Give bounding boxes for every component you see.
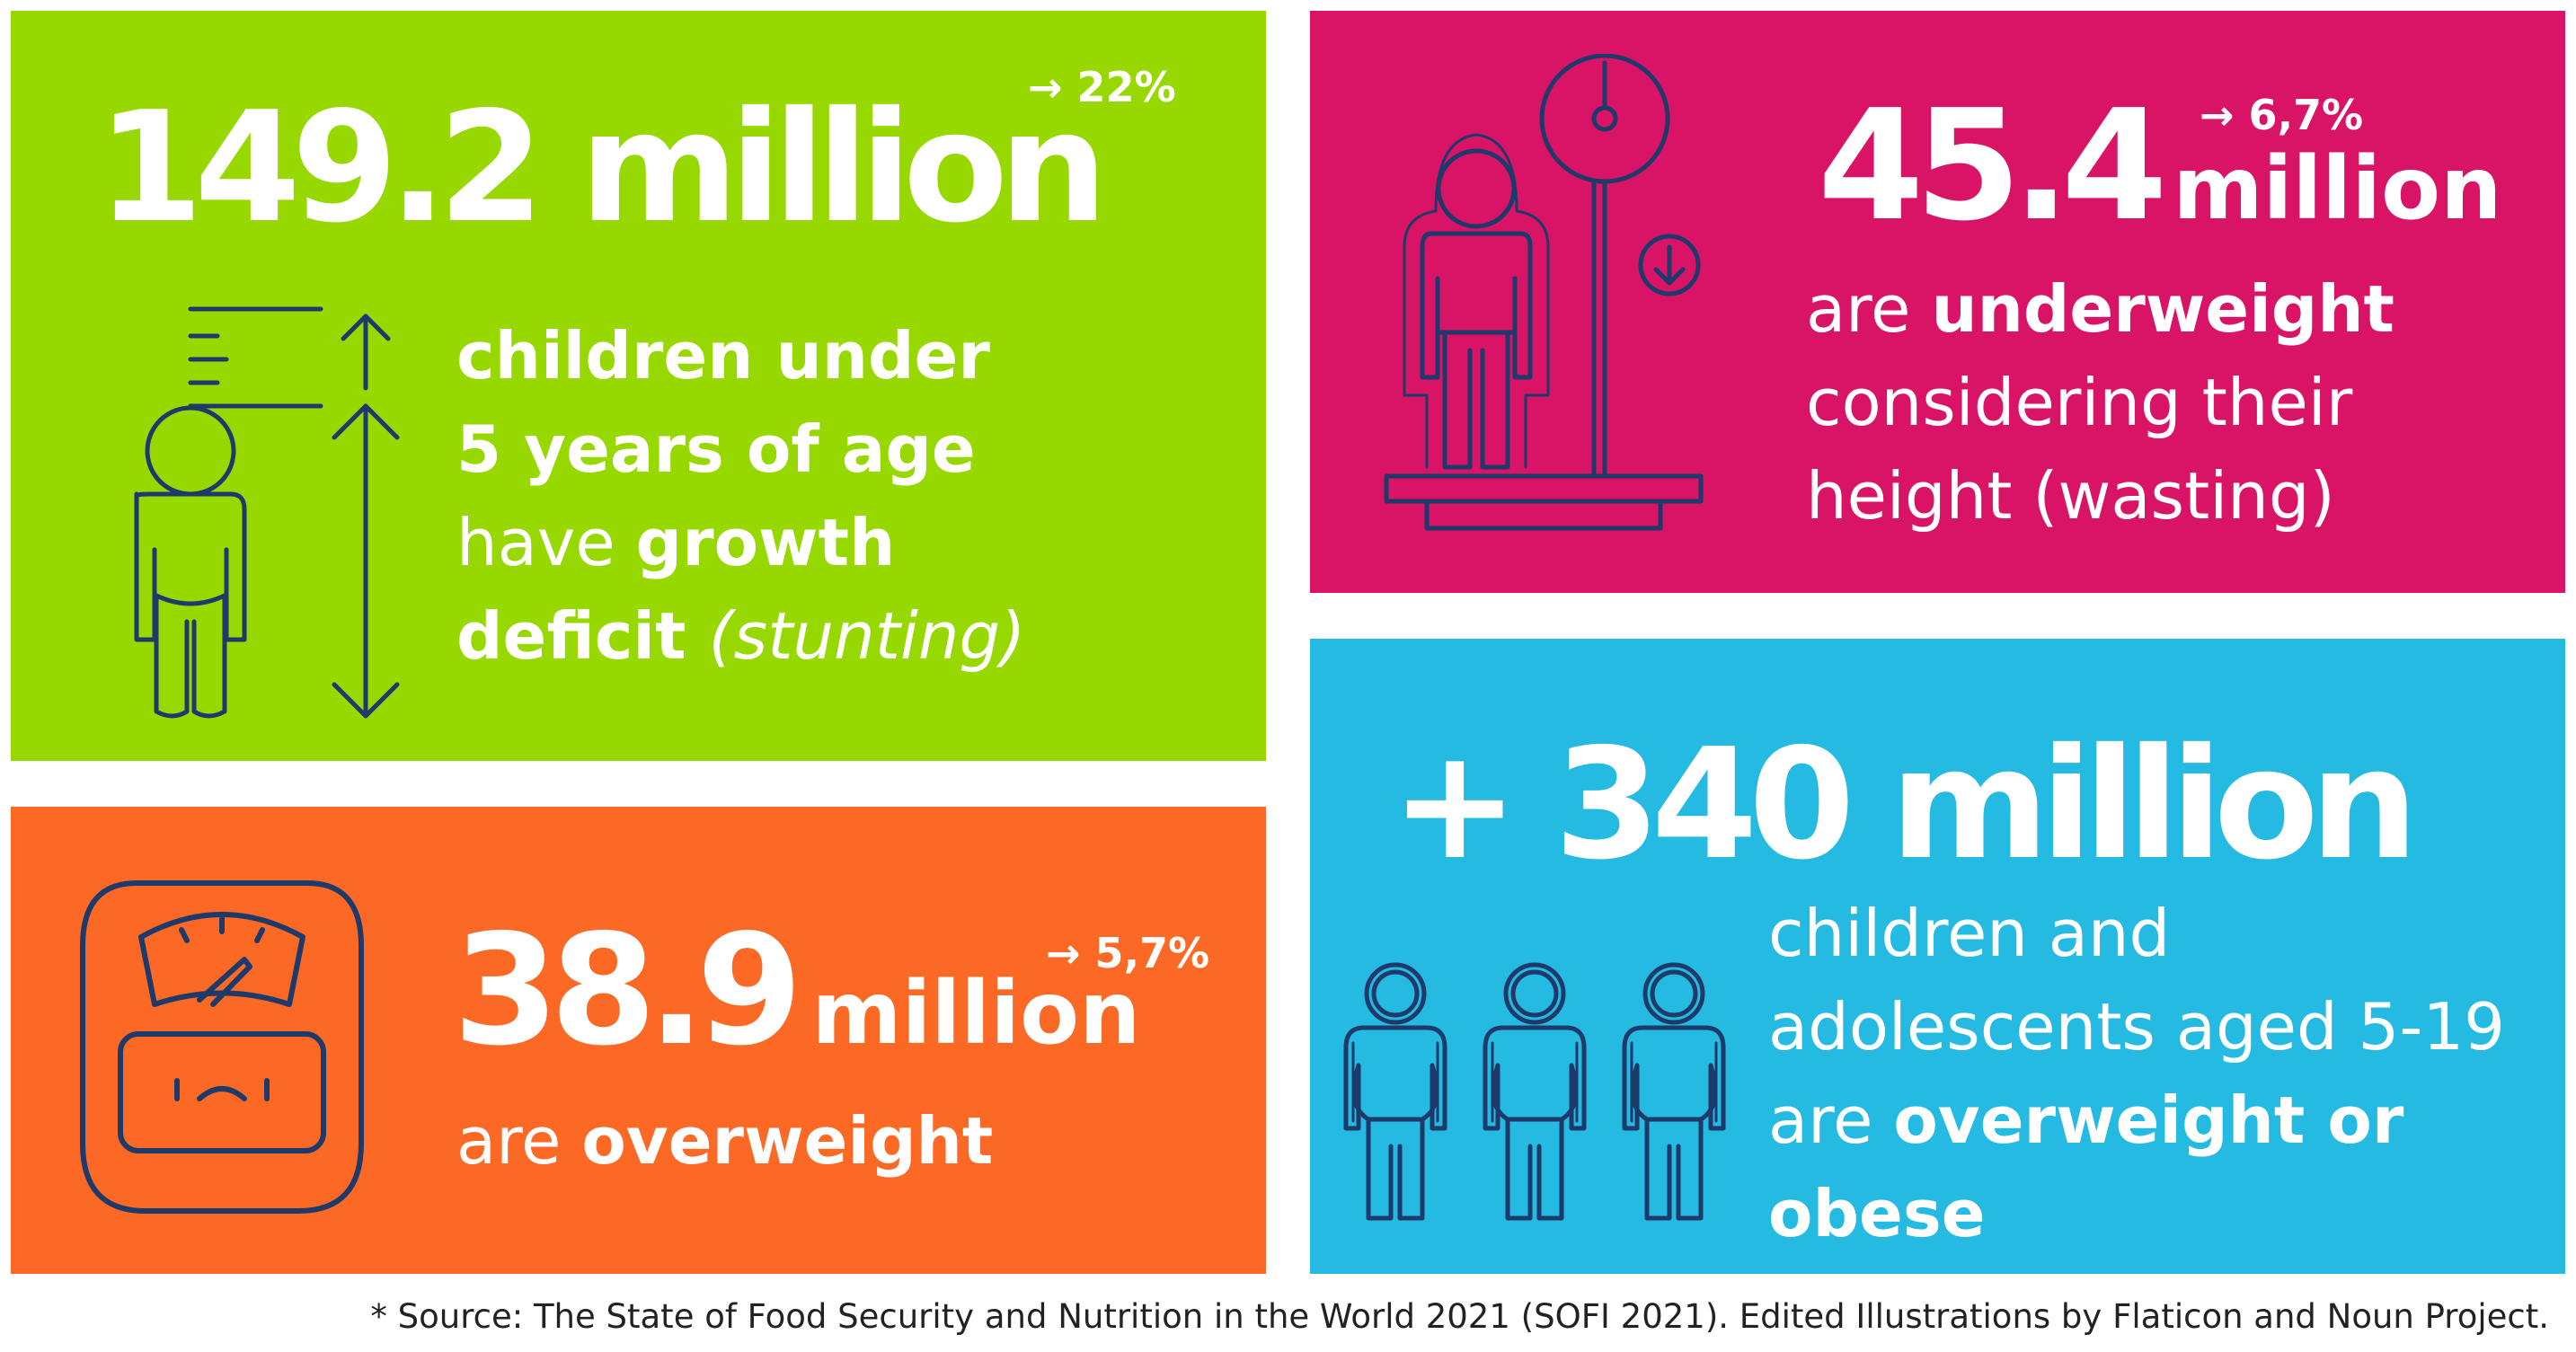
overweight-change: → 5,7% [1046,929,1210,977]
source-footnote: * Source: The State of Food Security and… [370,1297,2549,1336]
obese-line1: children and [1768,896,2171,971]
obese-line2: adolescents aged 5-19 [1768,989,2505,1065]
overweight-line1a: are [456,1103,582,1179]
overweight-panel: 38.9 million → 5,7% are overweight [11,807,1266,1274]
overweight-amount: 38.9 [453,902,802,1080]
stunting-panel: 149.2 million → 22% children under 5 [11,11,1266,761]
overweight-unit: million [811,963,1141,1064]
overweight-amount-line: 38.9 million [453,915,1140,1067]
stunting-amount: 149.2 million [97,79,1108,257]
obese-panel: + 340 million children and adolescents a… [1310,639,2565,1274]
wasting-panel: 45.4 million → 6,7% are underweight consi… [1310,11,2565,593]
stunting-line3b: growth [635,505,896,580]
overweight-description: are overweight [456,1094,993,1188]
wasting-line3: height (wasting) [1806,458,2335,534]
wasting-line1b: underweight [1931,271,2395,347]
child-height-icon [134,306,400,719]
stunting-line4a: deficit [456,598,709,674]
obese-amount: + 340 million [1391,716,2419,894]
stunting-line3a: have [456,505,636,580]
obese-line3b: overweight or [1893,1082,2404,1158]
stunting-description: children under 5 years of age have growt… [456,309,1025,683]
obese-description: children and adolescents aged 5-19 are o… [1768,887,2505,1260]
bathroom-scale-icon [80,880,364,1214]
wasting-change: → 6,7% [2200,91,2364,139]
wasting-amount-line: 45.4 million [1818,90,2501,243]
wasting-amount: 45.4 [1818,77,2167,255]
stunting-line1: children under [456,318,990,393]
stunting-line4b: (stunting) [708,598,1026,674]
child-scale-icon [1384,54,1704,531]
obese-line3a: are [1768,1082,1894,1158]
overweight-line1b: overweight [581,1103,994,1179]
three-children-icon [1328,958,1759,1227]
wasting-line2: considering their [1806,365,2353,440]
wasting-line1a: are [1806,271,1932,347]
wasting-unit: million [2173,138,2502,239]
stunting-change: → 22% [1028,63,1176,111]
obese-line4: obese [1768,1176,1986,1251]
wasting-description: are underweight considering their height… [1806,262,2395,543]
stunting-line2: 5 years of age [456,411,976,487]
